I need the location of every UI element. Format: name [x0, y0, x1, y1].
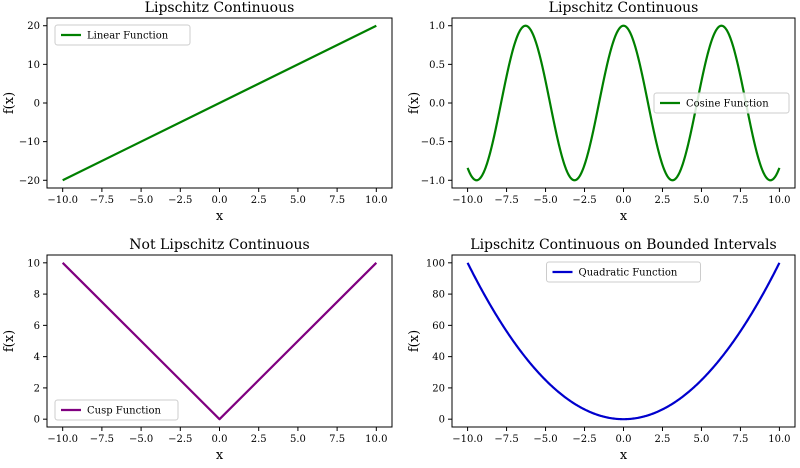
x-tick-label: 7.5: [329, 434, 345, 445]
legend-box: [54, 24, 191, 46]
y-tick-label: 40: [432, 352, 445, 363]
y-tick-label: 0: [34, 415, 40, 426]
y-tick-label: −1.0: [421, 176, 445, 187]
legend-label: Linear Function: [87, 31, 169, 42]
legend-label: Cosine Function: [686, 99, 769, 110]
y-tick-label: 10: [27, 258, 40, 269]
x-tick-label: −5.0: [129, 195, 153, 206]
series-line-1: [466, 262, 781, 421]
x-tick-label: 2.5: [251, 195, 267, 206]
x-axis-label: x: [620, 209, 628, 224]
y-tick-label: 8: [34, 290, 40, 301]
y-axis-label: f(x): [2, 92, 17, 114]
y-tick-label: 10: [27, 60, 40, 71]
y-axis-label: f(x): [407, 92, 422, 114]
x-tick-label: 2.5: [251, 434, 267, 445]
x-tick-label: 10.0: [365, 195, 387, 206]
x-tick-label: −2.5: [572, 195, 596, 206]
y-tick-label: 100: [426, 258, 445, 269]
y-tick-label: 0: [439, 415, 445, 426]
x-tick-label: −10.0: [452, 195, 483, 206]
legend: Linear Function: [54, 24, 191, 46]
x-axis-label: x: [216, 448, 224, 463]
x-tick-label: −5.0: [533, 434, 557, 445]
x-tick-label: −10.0: [47, 195, 78, 206]
x-tick-label: −7.5: [90, 434, 114, 445]
x-tick-label: −5.0: [533, 195, 557, 206]
series-line-1: [62, 24, 377, 182]
legend-box: [54, 399, 179, 421]
y-tick-label: 20: [27, 21, 40, 32]
legend-box: [653, 92, 790, 114]
x-tick-label: 0.0: [616, 434, 632, 445]
subplot-3: −10.0 −7.5 −5.0 −2.5 0.0 2.5 5.0 7.5 10.0 0 2 4 6 8 10…: [2, 237, 393, 463]
subplot-2: −10.0 −7.5 −5.0 −2.5 0.0 2.5 5.0 7.5 10.0 −1.0 −0.…: [407, 0, 796, 224]
x-tick-label: 7.5: [732, 195, 748, 206]
x-tick-label: 0.0: [212, 195, 228, 206]
y-tick-label: 60: [432, 321, 445, 332]
x-tick-label: −7.5: [90, 195, 114, 206]
x-axis-label: x: [620, 448, 628, 463]
y-tick-label: −10: [19, 137, 40, 148]
y-tick-label: −20: [19, 176, 40, 187]
legend-label: Quadratic Function: [579, 268, 678, 279]
y-tick-label: 1.0: [429, 21, 445, 32]
y-tick-label: −0.5: [421, 137, 445, 148]
subplot-1: −10.0 −7.5 −5.0 −2.5 0.0 2.5 5.0 7.5 10.0 −20 −10 0…: [2, 0, 393, 224]
y-axis-label: f(x): [2, 330, 17, 352]
x-tick-label: −7.5: [494, 434, 518, 445]
x-tick-label: −2.5: [168, 195, 192, 206]
x-tick-label: 0.0: [616, 195, 632, 206]
y-tick-label: 2: [34, 383, 40, 394]
x-tick-label: 10.0: [365, 434, 387, 445]
x-tick-label: −5.0: [129, 434, 153, 445]
x-tick-label: −2.5: [168, 434, 192, 445]
y-tick-label: 0.5: [429, 60, 445, 71]
legend-label: Cusp Function: [87, 406, 161, 417]
x-tick-label: 7.5: [329, 195, 345, 206]
x-tick-label: 2.5: [655, 434, 671, 445]
x-tick-label: 2.5: [655, 195, 671, 206]
y-tick-label: 0.0: [429, 99, 445, 110]
x-tick-label: 10.0: [768, 434, 790, 445]
legend: Cosine Function: [653, 92, 790, 114]
y-tick-label: 20: [432, 383, 445, 394]
chart-title: Lipschitz Continuous: [549, 0, 699, 16]
chart-title: Lipschitz Continuous: [145, 0, 295, 16]
x-axis-label: x: [216, 209, 224, 224]
chart-title: Lipschitz Continuous on Bounded Interval…: [470, 237, 776, 253]
subplot-4: −10.0 −7.5 −5.0 −2.5 0.0 2.5 5.0 7.5 10.0 0 20 40 60…: [407, 237, 796, 463]
x-tick-label: −7.5: [494, 195, 518, 206]
y-tick-label: 6: [34, 321, 40, 332]
legend: Cusp Function: [54, 399, 179, 421]
x-tick-label: −10.0: [47, 434, 78, 445]
y-axis-label: f(x): [407, 330, 422, 352]
x-tick-label: 0.0: [212, 434, 228, 445]
x-tick-label: 5.0: [694, 195, 710, 206]
x-tick-label: 5.0: [290, 434, 306, 445]
x-tick-label: 10.0: [768, 195, 790, 206]
x-tick-label: 5.0: [290, 195, 306, 206]
legend: Quadratic Function: [546, 261, 701, 283]
y-tick-label: 4: [34, 352, 40, 363]
x-tick-label: 5.0: [694, 434, 710, 445]
series-line-1: [466, 24, 781, 182]
chart-title: Not Lipschitz Continuous: [129, 237, 309, 253]
y-tick-label: 0: [34, 99, 40, 110]
legend-box: [546, 261, 701, 283]
x-tick-label: 7.5: [732, 434, 748, 445]
series-line-1: [61, 262, 378, 421]
y-tick-label: 80: [432, 290, 445, 301]
x-tick-label: −2.5: [572, 434, 596, 445]
x-tick-label: −10.0: [452, 434, 483, 445]
